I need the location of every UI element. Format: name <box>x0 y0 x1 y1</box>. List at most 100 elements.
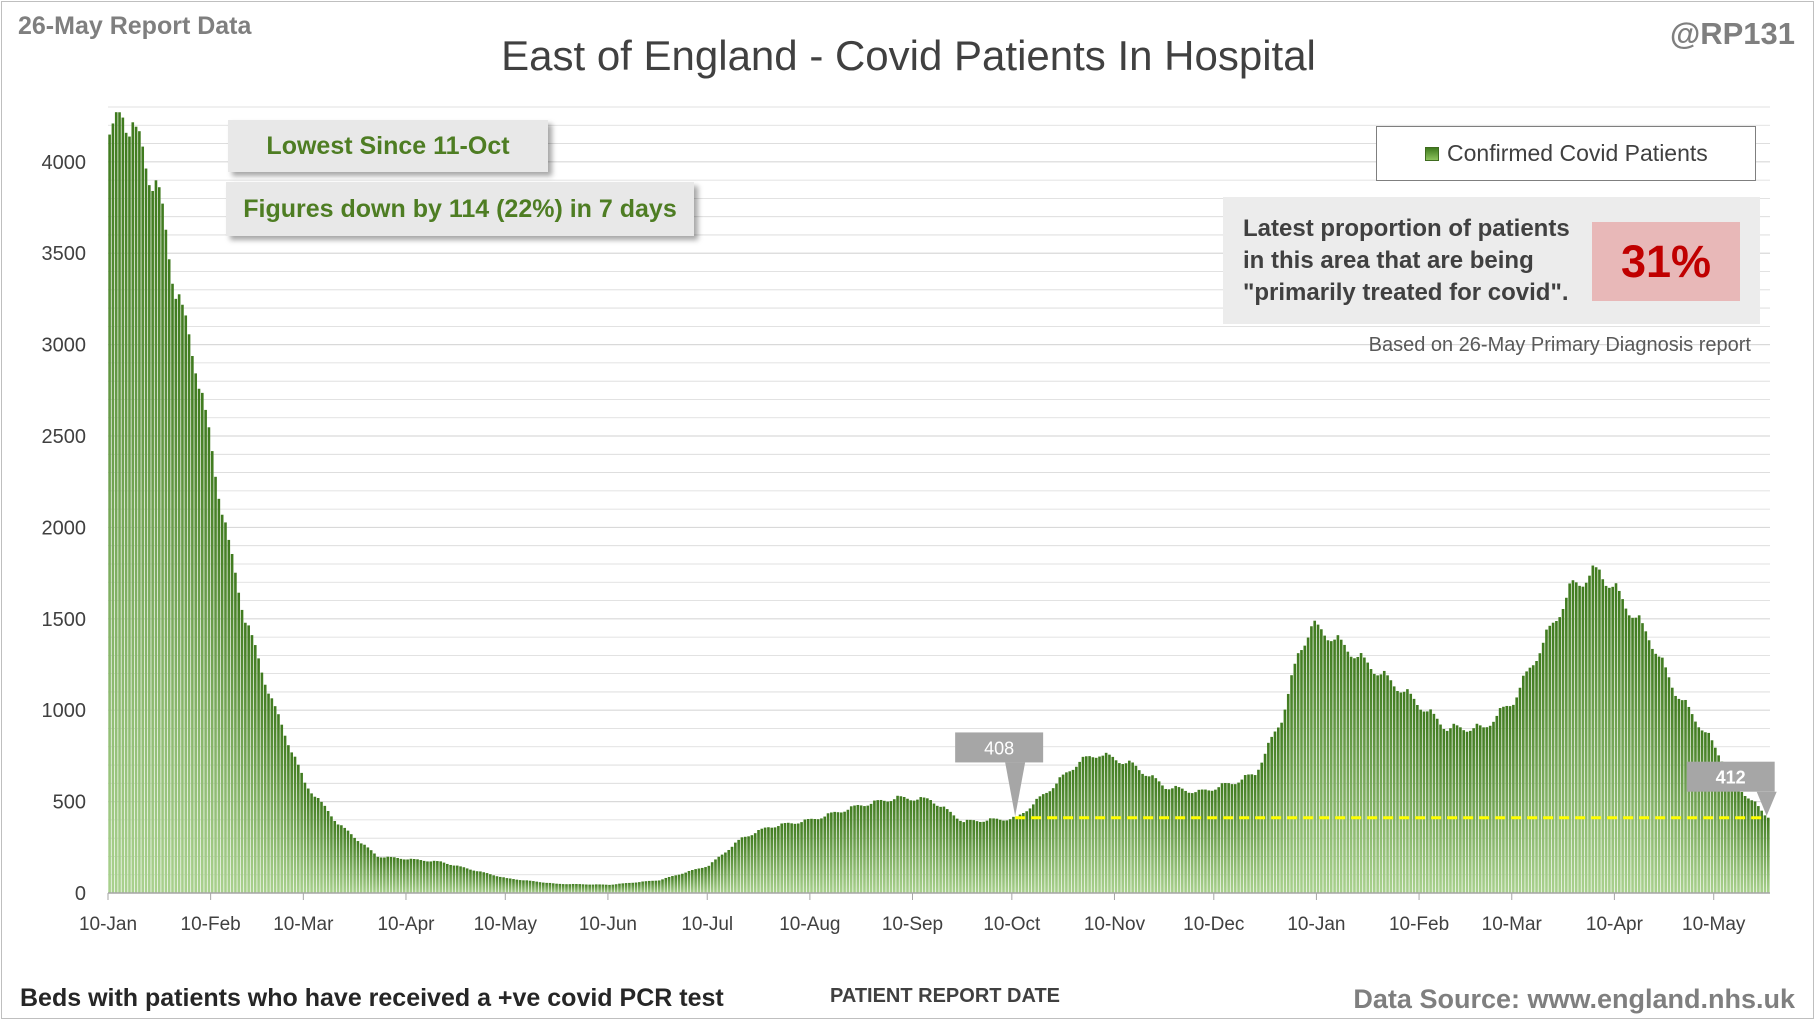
bar <box>1462 730 1466 893</box>
bar <box>313 796 317 893</box>
bar <box>157 187 161 893</box>
bar <box>631 882 635 893</box>
bar <box>753 833 757 893</box>
bar <box>843 811 846 893</box>
bar <box>992 818 995 893</box>
bar <box>227 539 231 893</box>
bar <box>1118 763 1121 893</box>
chart-description: Beds with patients who have received a +… <box>20 984 724 1012</box>
bar <box>1286 693 1290 893</box>
bar <box>955 818 959 893</box>
x-tick-label: 10-Jun <box>579 914 637 935</box>
bar <box>472 870 476 893</box>
bar <box>1078 761 1081 893</box>
bar <box>343 827 346 893</box>
bar <box>277 714 280 893</box>
bar <box>1565 597 1568 893</box>
x-tick-label: 10-Dec <box>1183 914 1244 935</box>
x-tick-label: 10-Jul <box>681 914 733 935</box>
bar <box>1581 586 1585 893</box>
bar <box>1717 755 1720 893</box>
annotation-box <box>955 732 1044 763</box>
bar <box>1555 621 1558 893</box>
bar <box>1396 690 1399 893</box>
bar <box>141 146 145 893</box>
bar <box>1541 642 1545 893</box>
bar <box>1041 794 1045 893</box>
bar <box>1177 787 1181 893</box>
bar <box>512 879 515 893</box>
proportion-panel: Latest proportion of patients in this ar… <box>1223 197 1760 324</box>
bar <box>1227 783 1230 893</box>
bar <box>714 859 717 893</box>
bar <box>174 298 178 894</box>
bar <box>1674 695 1677 893</box>
bar <box>1184 790 1187 893</box>
bar <box>608 884 611 893</box>
bar <box>1028 808 1032 893</box>
bar <box>1399 692 1403 893</box>
bar <box>1263 753 1267 893</box>
bar <box>273 706 277 893</box>
bar <box>217 498 221 893</box>
bar <box>1214 789 1217 893</box>
bar <box>1422 711 1426 893</box>
bar <box>1574 582 1578 893</box>
bar <box>518 880 522 893</box>
bar <box>310 793 313 893</box>
bar <box>263 684 267 893</box>
bar <box>1015 816 1019 893</box>
bar <box>1412 698 1416 893</box>
bar <box>694 869 697 893</box>
bar <box>267 693 270 893</box>
bar <box>1296 653 1300 893</box>
bar <box>1369 669 1373 893</box>
bar <box>849 806 853 893</box>
bar <box>720 854 724 893</box>
bar <box>1432 713 1436 893</box>
bar <box>654 880 658 893</box>
bar <box>909 800 913 893</box>
bar <box>657 880 661 893</box>
bar <box>538 882 542 893</box>
bar <box>1425 711 1429 893</box>
bar <box>641 881 644 893</box>
bar <box>373 853 376 893</box>
bar <box>1306 637 1310 893</box>
bar <box>1316 624 1320 893</box>
bar <box>1200 789 1204 893</box>
bar <box>1055 783 1058 893</box>
bar <box>1197 789 1201 893</box>
bar <box>638 882 641 893</box>
bar <box>949 811 952 893</box>
bar <box>283 735 287 893</box>
chart-legend: Confirmed Covid Patients <box>1376 126 1756 181</box>
bar <box>366 847 370 893</box>
bar <box>459 866 462 893</box>
bar <box>1677 698 1681 893</box>
bar <box>568 884 572 893</box>
bar <box>1104 752 1108 893</box>
bar <box>724 852 727 893</box>
annotation-label: 408 <box>984 738 1014 758</box>
bar <box>346 830 350 893</box>
bar <box>144 168 148 893</box>
bar <box>1528 667 1532 893</box>
bar <box>379 857 383 893</box>
bar <box>1147 776 1151 893</box>
bar <box>783 823 787 893</box>
bar <box>154 180 158 893</box>
bar <box>975 821 979 893</box>
bar <box>830 812 833 893</box>
bar <box>588 884 591 893</box>
bar <box>1435 718 1439 893</box>
bar <box>336 824 340 893</box>
bar <box>1608 587 1611 893</box>
bar <box>194 373 197 893</box>
bar <box>1730 771 1734 893</box>
bar <box>489 874 492 893</box>
bar <box>1687 706 1691 893</box>
bar <box>558 883 562 893</box>
bar <box>922 797 926 893</box>
bar <box>1333 639 1336 893</box>
